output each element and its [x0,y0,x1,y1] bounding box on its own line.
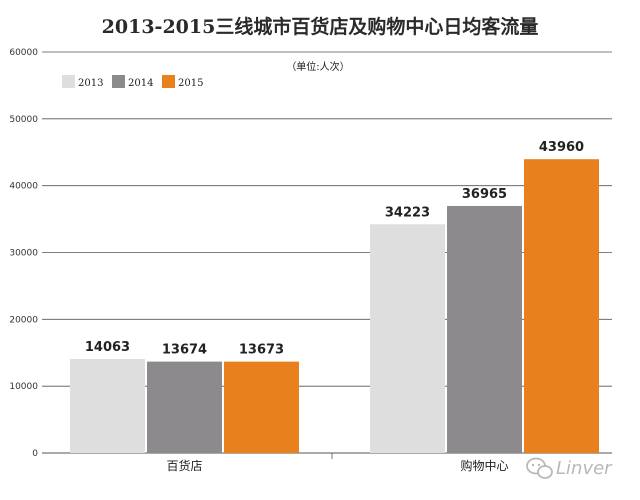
bar-2015-2 [524,159,599,453]
y-tick-label: 40000 [9,182,38,192]
chart-title: 2013-2015三线城市百货店及购物中心日均客流量 [101,16,539,38]
legend-swatch [112,75,125,88]
y-tick-label: 0 [32,449,38,459]
legend: 2013 2014 2015 [62,75,203,89]
watermark: Linver [526,457,613,479]
category-label: 购物中心 [460,458,508,473]
y-tick-label: 50000 [9,115,38,125]
data-label: 13673 [239,343,284,358]
bar-2015-1 [224,361,299,453]
category-label: 百货店 [166,458,202,473]
data-label: 43960 [539,140,584,155]
watermark-text: Linver [556,458,613,479]
bar-2013-2 [370,224,445,453]
wechat-icon [526,457,553,479]
y-tick-label: 10000 [9,382,38,392]
legend-label: 2013 [78,78,103,89]
y-tick-label: 30000 [9,249,38,259]
data-label: 36965 [462,187,507,202]
data-labels: 14063 13674 13673 34223 36965 43960 [85,140,584,357]
legend-label: 2015 [178,78,203,89]
y-axis-ticks: 0 10000 20000 30000 40000 50000 60000 [9,48,38,459]
unit-label: （单位:人次） [286,60,349,73]
category-labels: 百货店 购物中心 [166,458,508,473]
legend-swatch [162,75,175,88]
bar-2014-1 [147,361,222,453]
data-label: 34223 [385,205,430,220]
y-tick-label: 60000 [9,48,38,58]
legend-swatch [62,75,75,88]
data-label: 13674 [162,343,207,358]
bars [70,159,599,453]
legend-label: 2014 [128,78,153,89]
bar-2013-1 [70,359,145,453]
bar-2014-2 [447,205,522,453]
y-tick-label: 20000 [9,315,38,325]
data-label: 14063 [85,340,130,355]
